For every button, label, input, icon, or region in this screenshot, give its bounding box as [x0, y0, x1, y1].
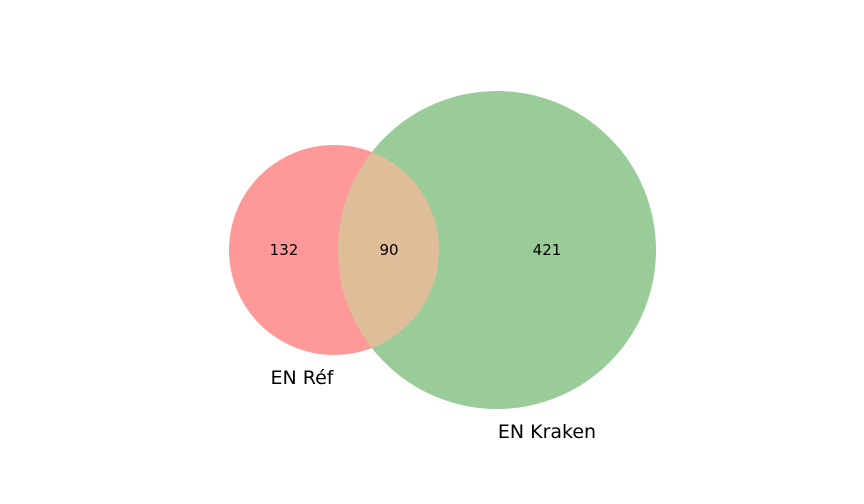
set-b-circle [338, 91, 656, 409]
set-b-label: EN Kraken [498, 421, 596, 443]
set-a-label: EN Réf [271, 367, 335, 389]
intersection-count: 90 [379, 241, 398, 259]
set-b-only-count: 421 [533, 241, 562, 259]
set-a-only-count: 132 [270, 241, 299, 259]
